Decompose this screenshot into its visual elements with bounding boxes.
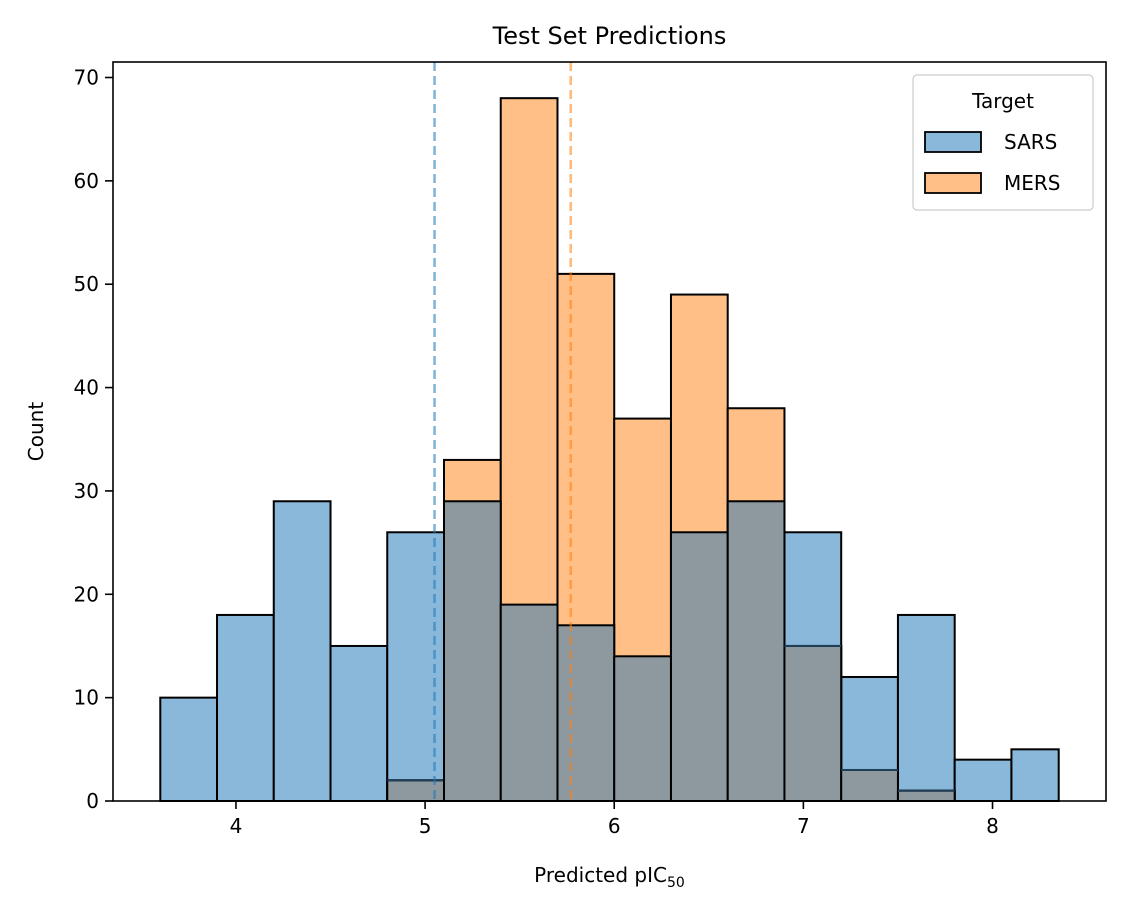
x-axis-title: Predicted pIC50 [534, 863, 685, 891]
sars-bar-3 [329, 644, 389, 802]
mers-legend-swatch [924, 172, 982, 194]
y-tick-label: 60 [74, 169, 99, 193]
overlap-bar-13 [896, 789, 956, 802]
legend: Target SARS MERS [912, 74, 1094, 211]
overlap-bar-9 [669, 531, 729, 802]
overlap-bar-11 [783, 644, 843, 802]
overlap-bars [386, 500, 956, 803]
x-tick-label: 4 [230, 814, 243, 838]
sars-legend-label: SARS [1004, 130, 1057, 154]
sars-bar-2 [272, 500, 332, 802]
plot-frame [112, 61, 1107, 802]
y-axis-ticks: 0 10 20 30 40 50 60 70 [74, 66, 113, 813]
mean-lines [433, 62, 573, 801]
overlap-bar-7 [556, 624, 616, 802]
y-tick-label: 10 [74, 686, 99, 710]
x-axis-ticks: 4 5 6 7 8 [230, 801, 999, 838]
sars-legend-swatch [924, 131, 982, 153]
y-tick-label: 40 [74, 376, 99, 400]
y-tick-label: 30 [74, 479, 99, 503]
y-axis-title: Count [24, 402, 48, 462]
overlap-bar-12 [840, 768, 899, 802]
x-axis-title-main: Predicted pIC [534, 863, 667, 887]
legend-items: SARS MERS [924, 130, 1060, 195]
overlap-bar-8 [613, 655, 672, 803]
x-tick-label: 5 [419, 814, 432, 838]
sars-bar-14 [953, 758, 1013, 803]
x-tick-label: 8 [986, 814, 999, 838]
x-axis-title-subscript: 50 [667, 875, 685, 891]
overlap-bar-6 [499, 603, 559, 802]
x-tick-label: 7 [797, 814, 810, 838]
sars-bar-0 [159, 696, 219, 803]
y-tick-label: 50 [74, 272, 99, 296]
y-tick-label: 0 [86, 789, 99, 813]
mers-legend-label: MERS [1004, 171, 1060, 195]
y-tick-label: 20 [74, 582, 99, 606]
chart-title: Test Set Predictions [492, 22, 727, 50]
overlap-bar-10 [726, 500, 786, 802]
sars-bar-1 [216, 613, 275, 803]
sars-bar-15 [1010, 748, 1060, 802]
y-tick-label: 70 [74, 66, 99, 90]
sars-bar-13 [896, 613, 956, 803]
x-tick-label: 6 [608, 814, 621, 838]
overlap-bar-5 [443, 500, 502, 802]
legend-title: Target [971, 89, 1034, 113]
